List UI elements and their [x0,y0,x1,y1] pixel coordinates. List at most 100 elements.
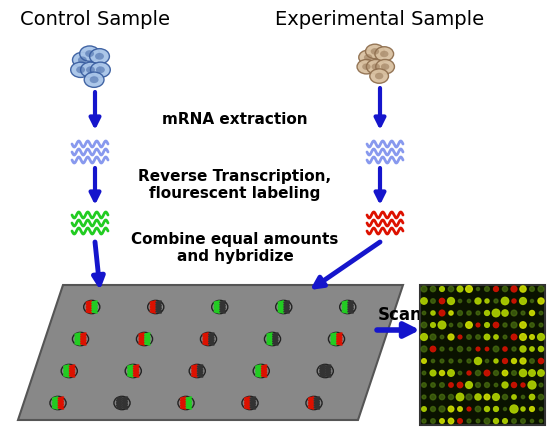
Circle shape [484,370,490,376]
Circle shape [448,406,454,412]
Ellipse shape [357,60,376,74]
Circle shape [494,335,498,339]
Circle shape [475,394,481,400]
Circle shape [422,311,426,315]
Circle shape [520,286,526,292]
Circle shape [530,311,535,316]
Circle shape [493,322,499,328]
Circle shape [422,359,426,363]
Circle shape [449,383,453,387]
Circle shape [520,358,526,364]
Text: Scan: Scan [378,306,422,324]
Circle shape [540,420,542,423]
Circle shape [457,382,463,388]
Circle shape [511,322,517,328]
Circle shape [512,299,516,303]
Circle shape [521,383,525,387]
Circle shape [484,394,490,400]
Circle shape [458,335,462,339]
Ellipse shape [376,60,394,74]
Circle shape [521,419,525,423]
Circle shape [431,311,435,315]
Circle shape [422,371,426,375]
Circle shape [512,371,516,375]
Circle shape [421,334,427,341]
Circle shape [422,383,426,387]
Circle shape [502,394,508,399]
Circle shape [530,299,533,302]
Circle shape [512,395,516,399]
Ellipse shape [380,51,388,57]
Ellipse shape [85,50,94,57]
Circle shape [538,347,543,351]
Ellipse shape [359,50,377,65]
Circle shape [512,347,516,351]
Ellipse shape [364,54,372,60]
Ellipse shape [71,62,91,78]
Ellipse shape [366,44,384,59]
Circle shape [485,323,490,327]
Circle shape [467,311,471,315]
Circle shape [438,321,446,329]
Ellipse shape [91,62,111,78]
Ellipse shape [366,60,385,74]
Circle shape [502,287,508,292]
Circle shape [538,394,543,400]
Circle shape [521,311,525,315]
Circle shape [484,334,490,340]
Circle shape [539,311,543,315]
Circle shape [503,408,507,411]
Circle shape [466,381,472,388]
Ellipse shape [81,62,101,78]
Circle shape [475,298,481,304]
Circle shape [494,299,498,303]
Circle shape [431,360,434,363]
Circle shape [485,299,489,303]
Circle shape [422,395,426,399]
Circle shape [530,407,535,411]
Ellipse shape [375,47,394,61]
Circle shape [431,323,436,327]
Circle shape [439,371,444,375]
Circle shape [449,347,453,350]
Circle shape [421,286,427,292]
Circle shape [467,371,471,375]
Circle shape [439,287,444,291]
Circle shape [540,407,543,411]
Circle shape [537,334,544,341]
Ellipse shape [80,46,100,61]
Ellipse shape [371,48,379,54]
Circle shape [538,358,543,364]
Circle shape [431,407,436,411]
Circle shape [467,359,471,363]
Ellipse shape [370,69,388,83]
Circle shape [485,311,490,315]
Circle shape [448,370,454,376]
Circle shape [485,287,490,291]
Circle shape [530,420,533,423]
Circle shape [466,394,472,400]
Circle shape [503,335,507,339]
Circle shape [501,297,509,305]
Circle shape [430,286,436,292]
Circle shape [422,407,426,411]
Circle shape [493,419,498,423]
Circle shape [529,370,535,376]
Circle shape [475,406,481,412]
Circle shape [476,311,480,315]
Circle shape [430,346,436,352]
Circle shape [503,347,507,351]
Circle shape [439,394,445,400]
Circle shape [502,310,508,316]
Circle shape [476,419,480,423]
Circle shape [476,335,480,339]
Text: Combine equal amounts
and hybridize: Combine equal amounts and hybridize [131,232,339,264]
Circle shape [530,323,534,327]
Circle shape [430,394,436,400]
Circle shape [520,298,526,305]
Ellipse shape [372,63,380,70]
Circle shape [520,346,526,352]
Circle shape [440,347,444,351]
Circle shape [485,347,489,350]
Ellipse shape [96,66,105,73]
